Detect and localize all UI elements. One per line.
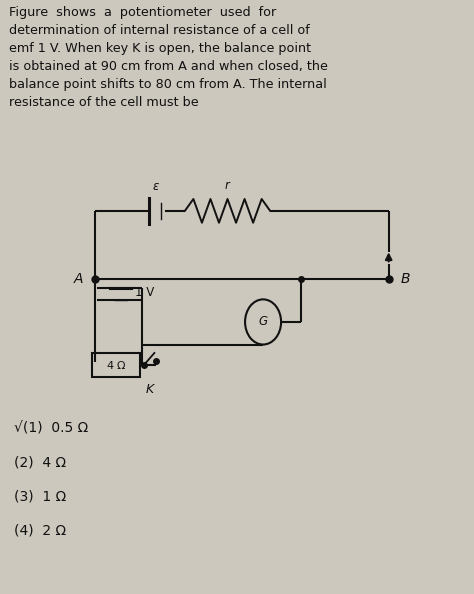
Text: (3)  1 Ω: (3) 1 Ω xyxy=(14,489,66,504)
Text: $r$: $r$ xyxy=(224,179,231,192)
Text: K: K xyxy=(145,383,154,396)
Text: (4)  2 Ω: (4) 2 Ω xyxy=(14,523,66,538)
Text: A: A xyxy=(73,272,83,286)
Text: 1 V: 1 V xyxy=(135,286,155,299)
Text: G: G xyxy=(258,315,268,328)
Text: (2)  4 Ω: (2) 4 Ω xyxy=(14,456,66,470)
Text: B: B xyxy=(401,272,410,286)
Text: √(1)  0.5 Ω: √(1) 0.5 Ω xyxy=(14,422,89,436)
Text: 4 $\Omega$: 4 $\Omega$ xyxy=(106,359,127,371)
Bar xyxy=(92,353,140,377)
Text: $\varepsilon$: $\varepsilon$ xyxy=(152,180,159,193)
Text: Figure  shows  a  potentiometer  used  for
determination of internal resistance : Figure shows a potentiometer used for de… xyxy=(9,6,328,109)
